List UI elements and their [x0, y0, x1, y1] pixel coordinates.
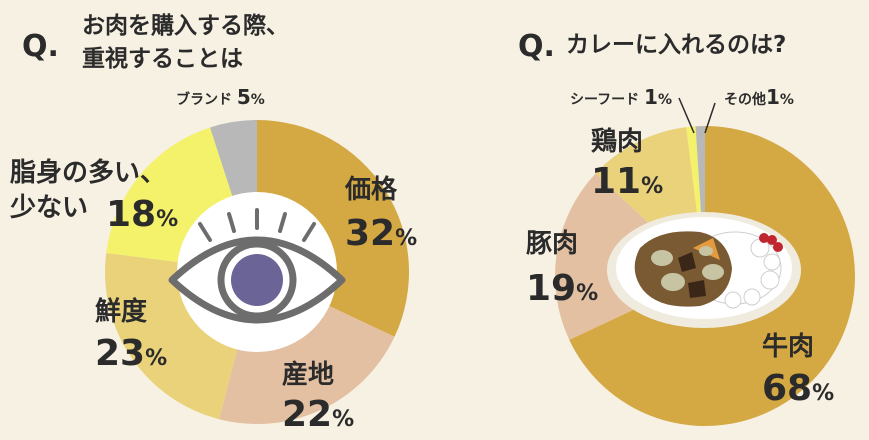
chart2-seafood-leader: [678, 97, 695, 134]
chart2-beef-value: 68%: [762, 368, 834, 409]
chart2-pork-label: 豚肉: [526, 229, 578, 259]
chart1-fat-value: 18%: [106, 194, 178, 235]
chart2-beef-label: 牛肉: [762, 332, 814, 362]
chart1-label-fat: 脂身の多い、 少ない 18%: [9, 157, 178, 235]
chart-meat-priorities: Q. お肉を購入する際、 重視することは 価格 32% 産地 22%: [9, 12, 417, 435]
chart1-fat-label-line1: 脂身の多い、: [10, 157, 166, 188]
chart2-title: カレーに入れるのは?: [566, 32, 786, 58]
chart1-price-label: 価格: [344, 174, 398, 205]
chart1-title-line2: 重視することは: [82, 46, 243, 72]
chart1-label-price: 価格 32%: [344, 174, 417, 254]
chart2-label-seafood: シーフード 1%: [570, 85, 672, 109]
chart1-q-mark: Q.: [22, 29, 59, 64]
chart2-chicken-value: 11%: [591, 161, 663, 202]
chart1-origin-label: 産地: [282, 359, 334, 390]
chart2-other-label: その他1%: [724, 85, 794, 109]
chart2-label-pork: 豚肉 19%: [526, 229, 598, 309]
chart2-q-mark: Q.: [518, 29, 555, 64]
chart1-freshness-label: 鮮度: [95, 296, 147, 327]
chart2-label-beef: 牛肉 68%: [762, 332, 834, 409]
chart1-price-value: 32%: [345, 213, 417, 254]
curry-plate-icon: [607, 212, 801, 328]
chart1-label-freshness: 鮮度 23%: [95, 296, 167, 374]
chart1-label-brand: ブランド 5%: [176, 85, 265, 109]
chart2-label-chicken: 鶏肉 11%: [591, 127, 663, 202]
chart2-other-leader: [704, 102, 716, 134]
eye-icon: [168, 208, 346, 324]
chart2-seafood-label: シーフード 1%: [570, 85, 672, 109]
chart2-label-other: その他1%: [724, 85, 794, 109]
chart1-freshness-value: 23%: [95, 333, 167, 374]
chart1-brand-label: ブランド 5%: [176, 85, 265, 109]
chart-curry-meat: Q. カレーに入れるのは?: [518, 29, 855, 426]
chart2-chicken-label: 鶏肉: [591, 127, 643, 157]
chart1-fat-label-line2: 少ない: [9, 193, 88, 223]
chart2-pork-value: 19%: [526, 268, 598, 309]
chart1-origin-value: 22%: [282, 394, 354, 435]
chart1-title-line1: お肉を購入する際、: [82, 12, 289, 39]
chart1-label-origin: 産地 22%: [282, 359, 354, 435]
